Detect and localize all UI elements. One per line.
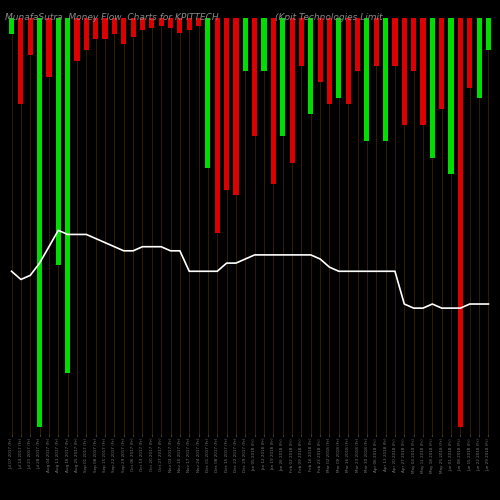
Bar [93, 18, 98, 39]
Bar [112, 18, 117, 34]
Bar [65, 18, 70, 373]
Bar [74, 18, 80, 60]
Bar [196, 18, 201, 26]
Bar [140, 18, 145, 30]
Bar [214, 18, 220, 233]
Bar [383, 18, 388, 142]
Bar [9, 18, 14, 34]
Bar [364, 18, 370, 142]
Bar [486, 18, 491, 50]
Bar [102, 18, 108, 39]
Bar [271, 18, 276, 184]
Bar [392, 18, 398, 66]
Bar [262, 18, 266, 72]
Bar [439, 18, 444, 109]
Bar [28, 18, 33, 55]
Bar [374, 18, 379, 66]
Bar [355, 18, 360, 72]
Bar [234, 18, 238, 195]
Bar [56, 18, 61, 265]
Bar [206, 18, 210, 169]
Bar [308, 18, 314, 114]
Bar [346, 18, 351, 104]
Bar [186, 18, 192, 30]
Bar [252, 18, 257, 136]
Bar [84, 18, 89, 50]
Bar [458, 18, 463, 427]
Bar [290, 18, 294, 163]
Bar [168, 18, 173, 28]
Bar [121, 18, 126, 44]
Bar [178, 18, 182, 32]
Bar [158, 18, 164, 26]
Bar [280, 18, 285, 136]
Bar [411, 18, 416, 72]
Bar [224, 18, 229, 190]
Bar [46, 18, 52, 76]
Bar [327, 18, 332, 104]
Bar [37, 18, 42, 427]
Bar [448, 18, 454, 173]
Bar [149, 18, 154, 28]
Bar [420, 18, 426, 125]
Text: (Kpit Technologies Limit: (Kpit Technologies Limit [275, 12, 382, 22]
Bar [318, 18, 322, 82]
Bar [402, 18, 407, 125]
Bar [336, 18, 342, 98]
Bar [243, 18, 248, 72]
Text: MunafaSutra  Money Flow  Charts for KPITTECH: MunafaSutra Money Flow Charts for KPITTE… [5, 12, 218, 22]
Bar [299, 18, 304, 66]
Bar [430, 18, 435, 158]
Bar [467, 18, 472, 87]
Bar [476, 18, 482, 98]
Bar [18, 18, 24, 104]
Bar [130, 18, 136, 37]
